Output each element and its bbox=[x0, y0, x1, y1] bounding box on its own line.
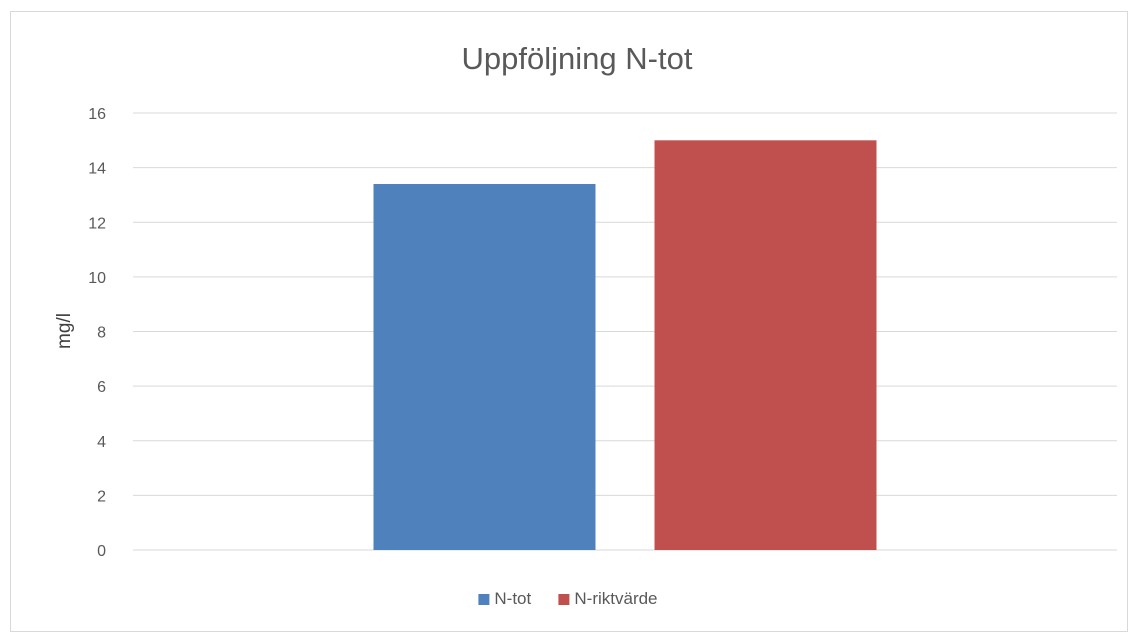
y-axis-title: mg/l bbox=[54, 313, 75, 349]
y-tick-label: 2 bbox=[97, 488, 106, 505]
legend-swatch-n-tot bbox=[478, 594, 490, 605]
y-tick-label: 4 bbox=[97, 434, 106, 451]
legend-label-n-riktv-rde: N-riktvärde bbox=[574, 589, 657, 608]
legend-swatch-n-riktv-rde bbox=[558, 594, 570, 605]
y-tick-label: 14 bbox=[88, 161, 106, 178]
bar-n-tot bbox=[373, 184, 596, 550]
y-tick-labels: 0 2 4 6 8 10 12 14 16 bbox=[88, 106, 106, 560]
bar-n-riktv-rde bbox=[654, 140, 877, 550]
y-tick-label: 10 bbox=[88, 270, 106, 287]
legend: N-tot N-riktvärde bbox=[478, 589, 658, 608]
y-tick-label: 0 bbox=[97, 543, 106, 560]
bars bbox=[373, 140, 877, 550]
legend-label-n-tot: N-tot bbox=[494, 589, 531, 608]
y-tick-label: 16 bbox=[88, 106, 106, 123]
y-tick-label: 12 bbox=[88, 215, 106, 232]
chart-title: Uppföljning N-tot bbox=[462, 41, 693, 76]
y-tick-label: 8 bbox=[97, 325, 106, 342]
y-tick-label: 6 bbox=[97, 379, 106, 396]
gridlines bbox=[133, 112, 1117, 551]
